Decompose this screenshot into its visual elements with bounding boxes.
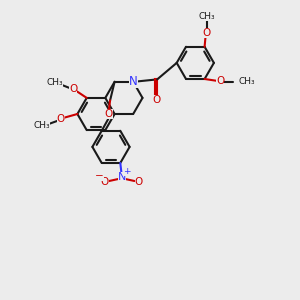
Text: O: O — [216, 76, 224, 86]
Text: O: O — [202, 28, 210, 38]
Text: CH₃: CH₃ — [238, 77, 255, 86]
Text: O: O — [135, 177, 143, 187]
Text: O: O — [100, 177, 109, 187]
Text: CH₃: CH₃ — [198, 12, 215, 21]
Text: +: + — [123, 167, 131, 176]
Text: CH₃: CH₃ — [33, 122, 50, 130]
Text: O: O — [104, 109, 113, 119]
Text: −: − — [95, 172, 104, 182]
Text: CH₃: CH₃ — [46, 78, 63, 87]
Text: O: O — [57, 114, 65, 124]
Text: O: O — [69, 85, 77, 94]
Text: N: N — [118, 172, 126, 182]
Text: N: N — [129, 75, 138, 88]
Text: O: O — [152, 95, 161, 105]
